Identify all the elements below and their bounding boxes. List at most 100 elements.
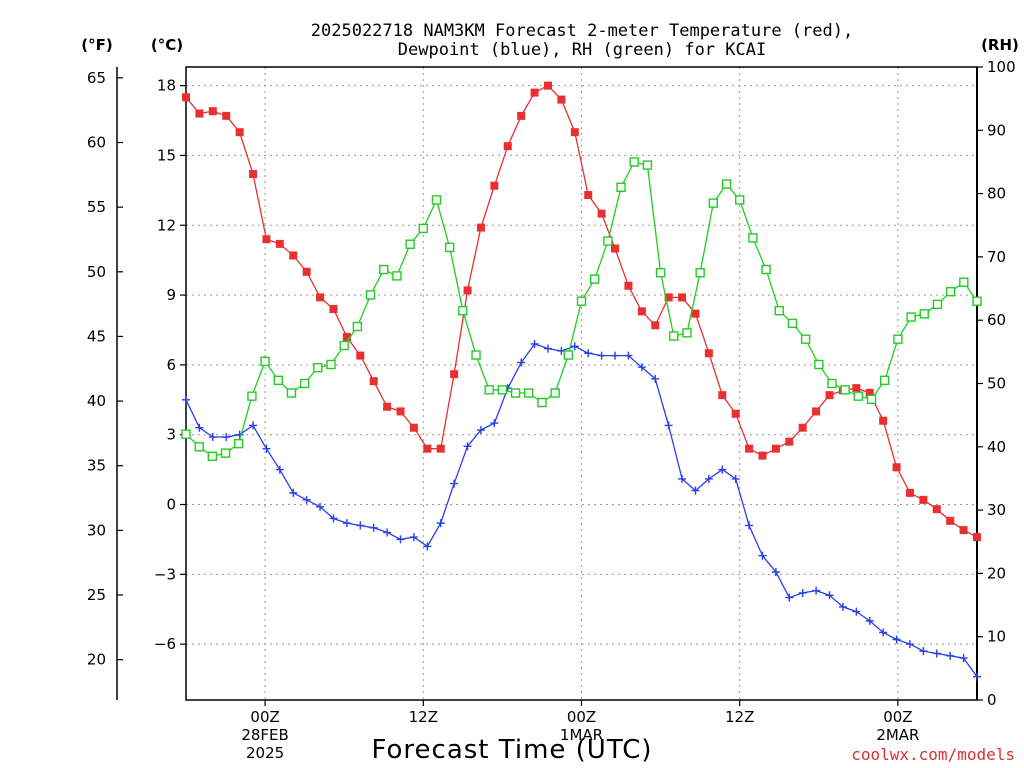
- dewpoint-point: [275, 465, 284, 474]
- dewpoint-point: [651, 374, 660, 383]
- temperature-point: [825, 391, 834, 400]
- rh-point: [418, 223, 428, 234]
- temperature-point: [369, 377, 378, 386]
- fahrenheit-tick-label: 30: [87, 521, 106, 539]
- temperature-point: [342, 332, 351, 341]
- dewpoint-point: [946, 651, 955, 660]
- dewpoint-point: [691, 486, 700, 495]
- rh-point: [247, 391, 257, 401]
- temperature-point: [316, 293, 325, 302]
- dewpoint-point: [825, 591, 834, 600]
- dewpoint-point: [973, 672, 981, 681]
- time-tick-label: 2MAR: [876, 726, 919, 744]
- dewpoint-point: [812, 586, 821, 595]
- temperature-point: [249, 170, 258, 179]
- rh-point: [207, 451, 218, 461]
- temperature-series: [182, 81, 981, 542]
- temperature-point: [222, 111, 231, 120]
- dewpoint-point: [342, 519, 351, 528]
- dewpoint-point: [624, 351, 633, 360]
- temperature-point: [785, 437, 794, 446]
- temperature-point: [879, 416, 888, 425]
- celsius-tick-label: 0: [166, 496, 176, 514]
- dewpoint-point: [785, 593, 794, 602]
- rh-point: [379, 264, 389, 275]
- time-tick-label: 00Z: [567, 708, 596, 726]
- dewpoint-point: [208, 433, 217, 442]
- dewpoint-point: [476, 426, 485, 435]
- rh-point: [458, 306, 468, 316]
- dewpoint-point: [543, 344, 552, 353]
- dewpoint-point: [195, 423, 204, 432]
- temperature-point: [396, 407, 405, 416]
- celsius-tick-label: −3: [154, 565, 176, 583]
- temperature-point: [463, 286, 472, 295]
- temperature-point: [356, 351, 365, 360]
- celsius-tick-label: 3: [166, 426, 176, 444]
- dewpoint-point: [517, 358, 526, 367]
- time-tick-label: 12Z: [409, 708, 438, 726]
- rh-point: [959, 277, 969, 287]
- rh-tick-label: 30: [987, 501, 1006, 519]
- temperature-point: [664, 293, 673, 302]
- rh-point: [814, 359, 824, 370]
- chart-title-line2: Dewpoint (blue), RH (green) for KCAI: [398, 40, 766, 60]
- dewpoint-point: [409, 533, 418, 542]
- rh-point: [220, 448, 231, 458]
- rh-point: [405, 239, 415, 249]
- dewpoint-point: [959, 654, 968, 663]
- rh-point: [299, 378, 310, 389]
- time-tick-label: 12Z: [725, 708, 754, 726]
- temperature-point: [543, 81, 552, 90]
- time-tick-label: 2025: [246, 744, 284, 762]
- dewpoint-point: [932, 649, 941, 658]
- dewpoint-point: [490, 419, 499, 428]
- dewpoint-point: [584, 349, 593, 358]
- celsius-tick-label: 12: [157, 216, 176, 234]
- temperature-point: [624, 281, 633, 290]
- rh-point: [603, 236, 613, 246]
- rh-point: [629, 157, 639, 167]
- temperature-point: [745, 444, 754, 453]
- dewpoint-point: [222, 433, 231, 442]
- temperature-point: [973, 533, 981, 542]
- temperature-point: [450, 370, 459, 379]
- rh-point: [444, 242, 455, 253]
- dewpoint-point: [570, 342, 579, 351]
- temperature-point: [771, 444, 780, 453]
- temperature-point: [731, 409, 740, 418]
- rh-tick-label: 100: [987, 58, 1016, 76]
- temperature-point: [852, 384, 861, 393]
- rh-point: [827, 378, 837, 389]
- dewpoint-series: [182, 339, 981, 681]
- time-tick-label: 28FEB: [241, 726, 288, 744]
- dewpoint-point: [745, 521, 754, 530]
- rh-point: [721, 179, 732, 189]
- temperature-point: [584, 190, 593, 199]
- rh-tick-label: 0: [987, 691, 997, 709]
- temperature-point: [329, 305, 338, 314]
- celsius-tick-label: −6: [154, 635, 176, 653]
- temperature-point: [490, 181, 499, 190]
- temperature-point: [195, 109, 204, 118]
- rh-tick-label: 70: [987, 248, 1006, 266]
- rh-point: [616, 182, 626, 192]
- dewpoint-point: [249, 421, 258, 430]
- dewpoint-point: [463, 442, 472, 451]
- rh-point: [761, 264, 771, 275]
- rh-point: [787, 318, 798, 329]
- rh-tick-label: 50: [987, 375, 1006, 393]
- rh-point: [866, 394, 877, 405]
- temperature-point: [208, 107, 217, 116]
- rh-point: [735, 195, 745, 205]
- celsius-tick-label: 15: [157, 146, 176, 164]
- temperature-point: [597, 209, 606, 218]
- rh-point: [365, 290, 376, 300]
- dewpoint-point: [316, 502, 325, 511]
- rh-tick-label: 20: [987, 564, 1006, 582]
- rh-point: [431, 195, 442, 205]
- temperature-point: [865, 388, 874, 397]
- fahrenheit-tick-label: 35: [87, 457, 106, 475]
- rh-point: [932, 299, 943, 310]
